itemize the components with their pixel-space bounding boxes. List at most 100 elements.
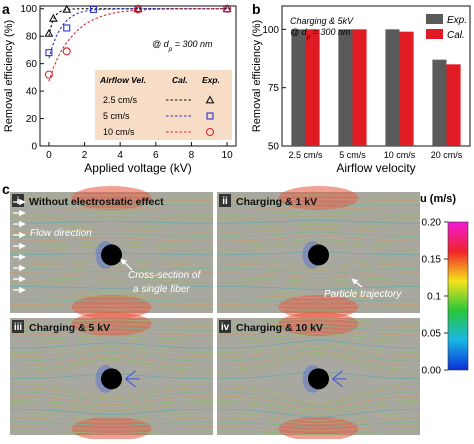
streamline (216, 263, 421, 271)
streamline (216, 267, 421, 275)
particle-trajectory-arrow (351, 278, 363, 288)
subpanel-roman: iii (14, 322, 23, 333)
streamline (9, 400, 214, 409)
a-exp-point-1 (45, 49, 53, 57)
a-ytick-label: 80 (26, 32, 38, 43)
a-legend-marker (205, 127, 215, 137)
wake-vortex (332, 370, 347, 388)
streamline (9, 413, 214, 419)
streamline (9, 404, 214, 412)
panel-b-ylabel: Removal efficiency (%) (251, 20, 263, 132)
panel-a: a 0 20 40 60 80 100 0 2 4 6 8 10 Airflow Vel. Cal.… (2, 1, 237, 175)
streamline (216, 395, 421, 410)
streamline (9, 285, 214, 289)
sim-panel-iv: iv Charging & 10 kV (216, 312, 421, 441)
colorbar-tick-label: 0.00 (422, 366, 442, 377)
subpanel-roman: iv (221, 322, 230, 333)
a-xtick-label: 4 (117, 150, 123, 161)
streamline (216, 333, 421, 340)
subpanel-roman-box (219, 194, 231, 207)
streamline (9, 331, 214, 336)
sim-panel-ii: ii Charging & 1 kV (216, 186, 421, 319)
panel-b-legend: Exp. Cal. (426, 14, 467, 41)
streamline (9, 237, 214, 242)
fiber-cross-section (101, 368, 122, 390)
streamline (9, 426, 214, 430)
streamline (9, 349, 214, 358)
b-xtick-label: 20 cm/s (431, 150, 463, 160)
streamline (216, 345, 421, 358)
fiber-cross-section (308, 368, 329, 390)
panel-a-legend-rows: 2.5 cm/s 5 cm/s 10 cm/s (103, 95, 215, 137)
b-bar-0-1 (338, 29, 353, 146)
fiber-cross-section (101, 244, 122, 266)
streamline (216, 386, 421, 406)
panel-a-label: a (2, 1, 10, 17)
b-legend-label: Cal. (447, 30, 465, 41)
b-bar-1-1 (352, 29, 367, 146)
streamline (216, 304, 421, 307)
streamline (9, 335, 214, 340)
fiber-label-arrow (120, 258, 133, 271)
streamline (9, 294, 214, 298)
panel-a-x-ticks: 0 2 4 6 8 10 (46, 142, 233, 161)
fiber-label-line2: a single fiber (133, 284, 190, 295)
panel-b-annotation-1: Charging & 5kV (290, 16, 354, 26)
streamline (216, 413, 421, 421)
b-legend-label: Exp. (447, 15, 467, 26)
streamline (216, 404, 421, 415)
streamline (216, 203, 421, 206)
wake-vortex (125, 370, 140, 388)
streamline (216, 276, 421, 282)
streamline (9, 212, 214, 215)
streamline (216, 350, 421, 367)
sim-panel-i: iWithout electrostatic effect (9, 186, 214, 319)
streamline (216, 391, 421, 408)
subpanel-roman-box (219, 320, 231, 333)
streamline (216, 342, 421, 353)
streamline (216, 281, 421, 286)
panel-b-label: b (252, 1, 261, 17)
panel-b-x-ticks: 2.5 cm/s 5 cm/s 10 cm/s 20 cm/s (288, 150, 462, 160)
streamline (216, 227, 421, 233)
streamline (9, 338, 214, 345)
subpanel-title: Charging & 5 kV (29, 322, 110, 334)
a-xtick-label: 8 (189, 150, 195, 161)
streamline (9, 357, 214, 371)
legend-header-cal: Cal. (172, 75, 188, 85)
a-legend-label: 5 cm/s (103, 111, 130, 121)
colorbar-ticks: 0.20 0.15 0.1 0.05 0.00 (422, 218, 448, 377)
streamline (216, 318, 421, 323)
panel-c: c iWithout electrostatic effect ii Chargin… (2, 181, 469, 441)
streamline (9, 203, 214, 206)
colorbar-title: u (m/s) (420, 193, 456, 205)
a-ytick-label: 60 (26, 59, 38, 70)
b-xtick-label: 10 cm/s (384, 150, 416, 160)
streamline (9, 345, 214, 353)
b-ytick-label: 75 (268, 83, 280, 94)
sim-panel-iii: iii Charging & 5 kV (9, 312, 214, 441)
b-bar-0-0 (291, 29, 306, 146)
streamline (216, 207, 421, 211)
streamline (9, 229, 214, 233)
streamline (9, 267, 214, 273)
a-xtick-label: 6 (153, 150, 159, 161)
streamline (216, 400, 421, 413)
panel-b-bars (291, 29, 461, 147)
panel-a-ylabel: Removal efficiency (%) (3, 20, 15, 132)
streamline (9, 421, 214, 427)
streamline (216, 290, 421, 294)
streamline (216, 285, 421, 290)
streamline (216, 235, 421, 242)
streamline (216, 430, 421, 436)
streamline (216, 219, 421, 224)
streamline (216, 294, 421, 299)
subpanel-title: Charging & 1 kV (236, 196, 317, 208)
a-xtick-label: 10 (222, 150, 234, 161)
streamline (216, 308, 421, 311)
streamline (9, 319, 214, 323)
streamline (216, 242, 421, 251)
b-xtick-label: 2.5 cm/s (288, 150, 323, 160)
a-exp-point-2 (223, 4, 232, 13)
